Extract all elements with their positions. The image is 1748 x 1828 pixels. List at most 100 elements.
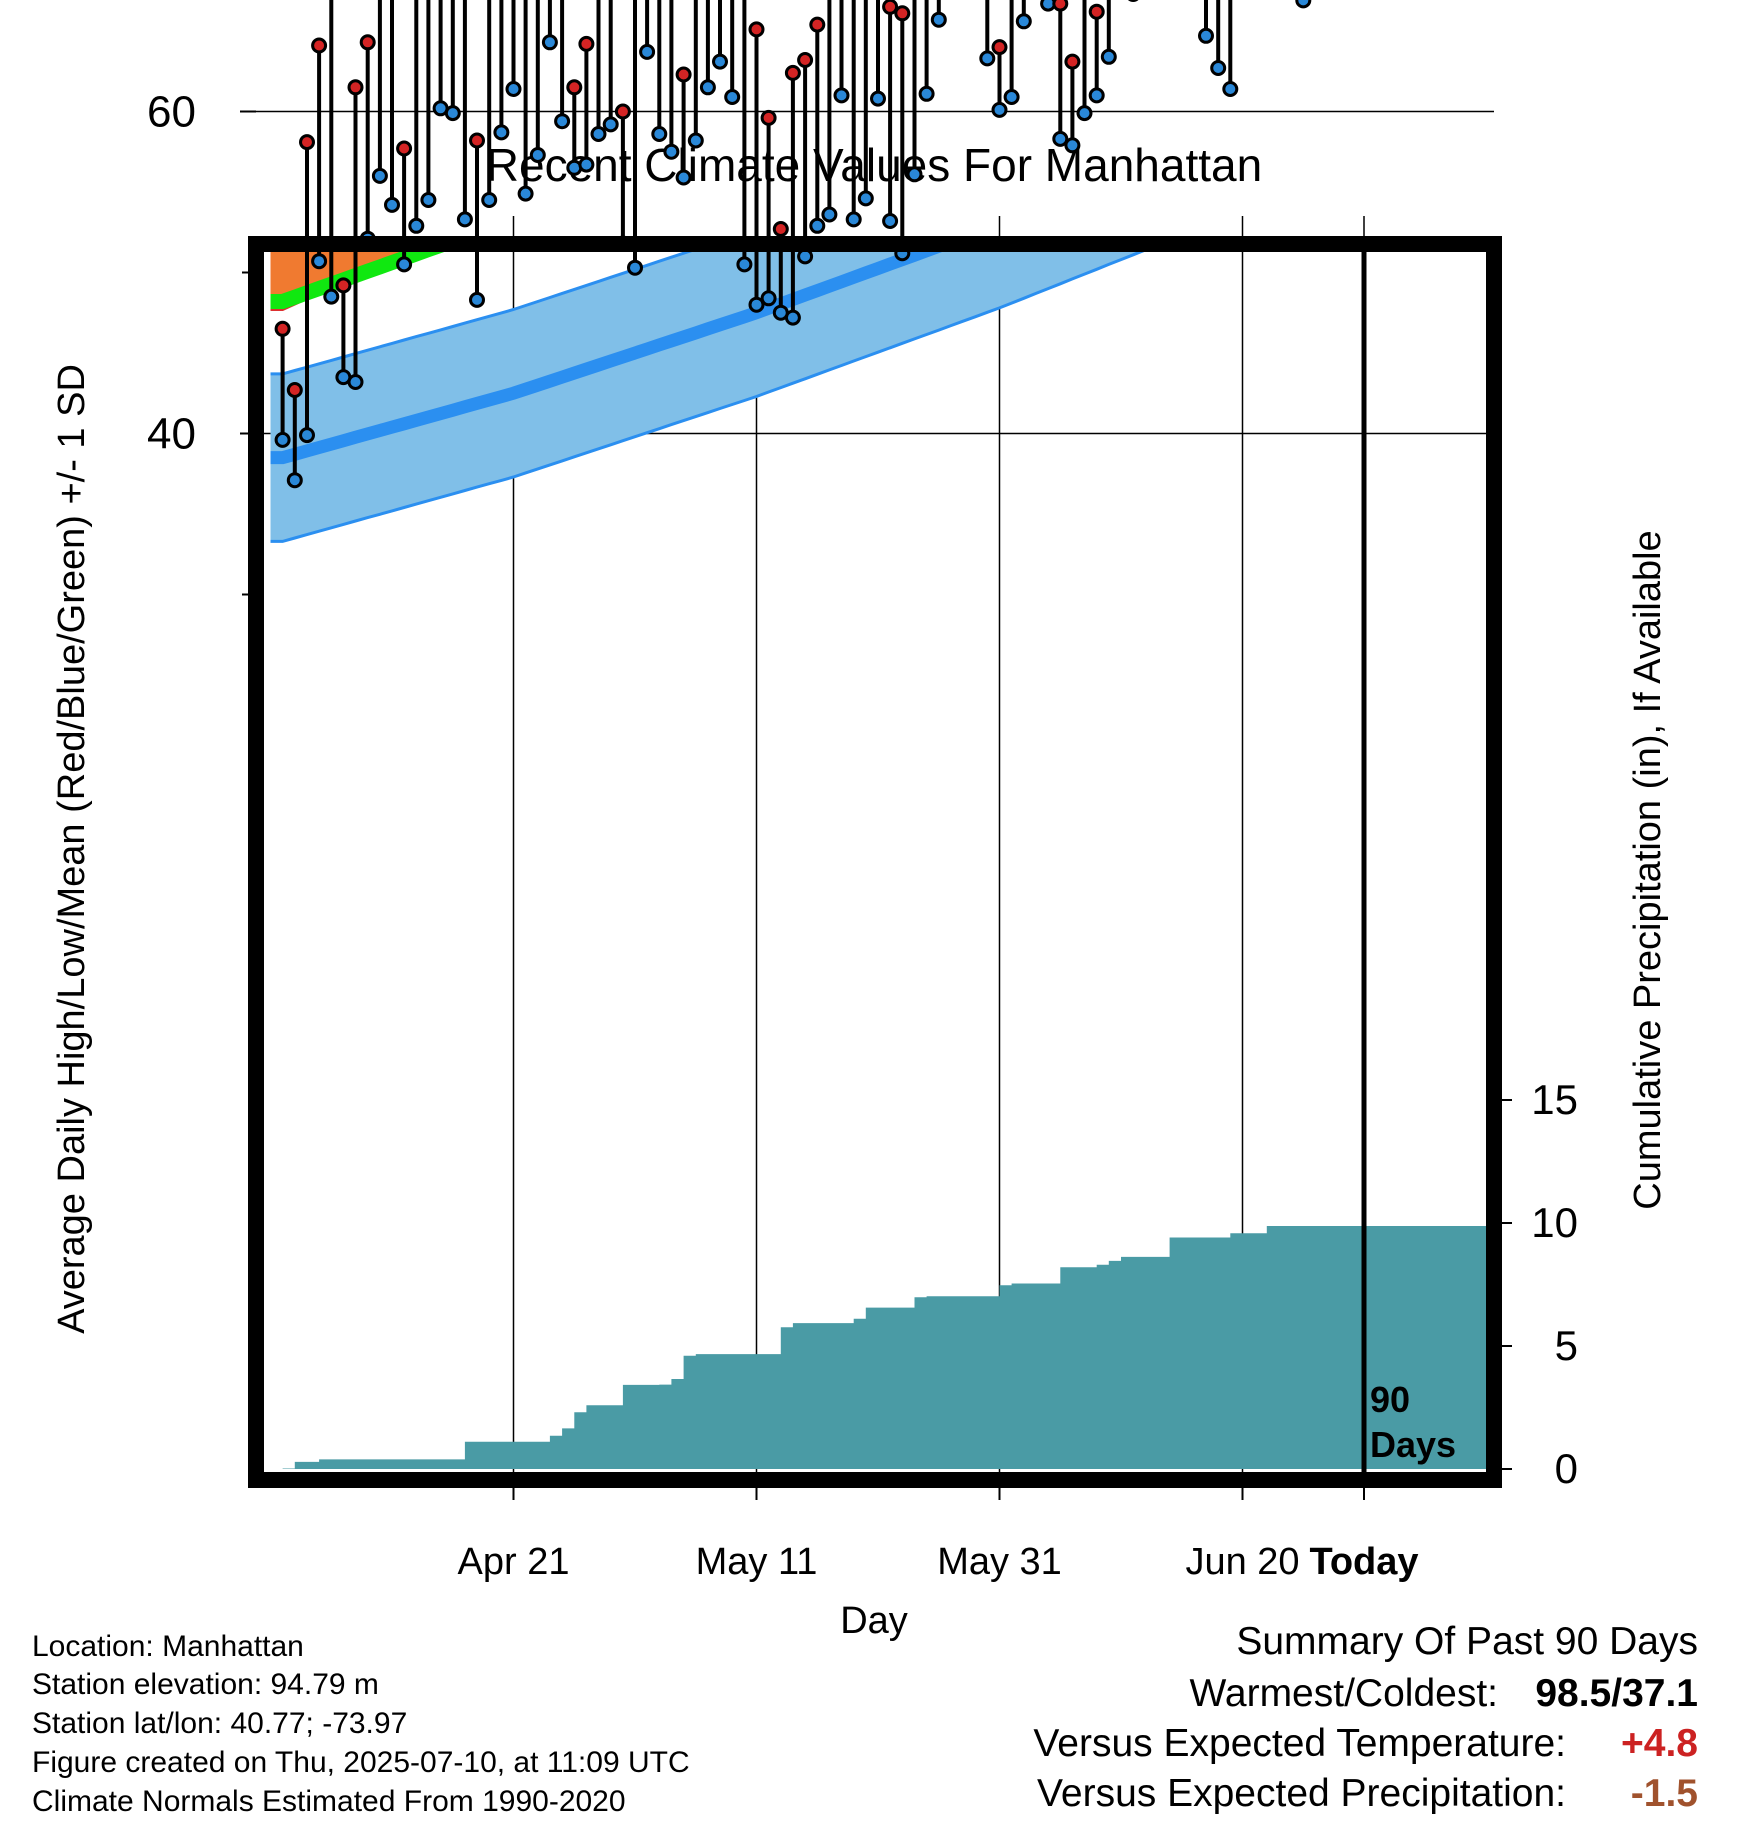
y-right-tick-label: 15 — [1531, 1076, 1578, 1123]
daily-low-point — [347, 374, 364, 390]
daily-high-point — [566, 79, 583, 96]
summary-warm-cold-label: Warmest/Coldest: — [1189, 1672, 1498, 1715]
daily-low-point — [784, 309, 801, 326]
daily-low-point — [748, 296, 765, 313]
daily-high-point — [760, 109, 777, 126]
daily-low-point — [578, 156, 595, 173]
daily-low-point — [906, 166, 923, 183]
daily-low-point — [1088, 87, 1105, 104]
precip-area — [282, 1226, 1487, 1469]
daily-high-point — [1064, 53, 1081, 70]
daily-low-point — [857, 190, 874, 207]
daily-low-point — [1064, 137, 1081, 154]
info-location: Location: Manhattan — [32, 1630, 304, 1663]
daily-low-point — [675, 169, 692, 186]
low-band-upper-edge — [270, 246, 710, 376]
daily-low-point — [845, 211, 862, 228]
daily-low-point — [833, 87, 850, 104]
daily-low-point — [420, 192, 437, 208]
daily-low-point — [1210, 60, 1227, 76]
x-tick-label: May 31 — [937, 1541, 1062, 1583]
chart-title: Recent Climate Values For Manhattan — [486, 139, 1262, 191]
daily-high-point — [335, 277, 352, 294]
daily-low-point — [517, 185, 534, 202]
daily-low-point — [663, 143, 680, 160]
y-right-tick-label: 10 — [1531, 1199, 1578, 1246]
daily-low-point — [384, 196, 400, 213]
daily-low-point — [930, 11, 947, 28]
summary-warm-cold-value: 98.5/37.1 — [1535, 1672, 1698, 1715]
x-tick-label: May 11 — [696, 1541, 818, 1583]
info-elevation: Station elevation: 94.79 m — [32, 1668, 379, 1701]
y-tick-label: 60 — [147, 88, 196, 137]
summary-precip-label: Versus Expected Precipitation: — [1037, 1772, 1566, 1815]
daily-low-point — [311, 253, 328, 270]
daily-low-point — [882, 213, 899, 229]
daily-low-point — [651, 126, 668, 142]
daily-high-point — [894, 5, 911, 22]
daily-low-point — [371, 167, 388, 184]
info-latlon: Station lat/lon: 40.77; -73.97 — [32, 1707, 408, 1740]
daily-low-point — [554, 113, 571, 130]
daily-low-point — [408, 217, 425, 234]
y-right-tick-label: 5 — [1555, 1322, 1578, 1369]
today-days-label: 90 — [1370, 1379, 1410, 1420]
daily-low-point — [396, 256, 413, 273]
low-normal-line — [270, 246, 959, 465]
daily-high-point — [299, 134, 315, 151]
daily-high-point — [359, 34, 376, 51]
daily-low-point — [639, 43, 656, 60]
daily-low-point — [602, 116, 619, 133]
daily-high-point — [675, 66, 692, 83]
info-normals: Climate Normals Estimated From 1990-2020 — [32, 1785, 626, 1818]
daily-low-point — [1222, 81, 1239, 97]
daily-high-point — [748, 21, 765, 38]
daily-high-point — [784, 64, 801, 81]
y-axis-label: Average Daily High/Low/Mean (Red/Blue/Gr… — [51, 364, 93, 1334]
daily-high-point — [311, 37, 328, 54]
daily-high-point — [614, 103, 631, 120]
daily-low-point — [699, 79, 716, 96]
daily-high-point — [396, 140, 413, 157]
summary-title: Summary Of Past 90 Days — [1236, 1620, 1698, 1663]
daily-high-point — [578, 35, 595, 52]
summary-precip-value: -1.5 — [1630, 1772, 1698, 1815]
daily-low-point — [1052, 130, 1069, 147]
info-created: Figure created on Thu, 2025-07-10, at 11… — [32, 1746, 690, 1779]
daily-low-point — [541, 34, 558, 51]
daily-low-point — [1100, 48, 1117, 65]
daily-low-point — [760, 290, 777, 307]
low-band-lower-edge — [270, 246, 1160, 543]
daily-high-point — [882, 0, 899, 15]
summary-temp-value: +4.8 — [1621, 1722, 1698, 1765]
daily-low-point — [1198, 27, 1214, 44]
daily-low-point — [1127, 0, 1139, 2]
daily-high-point — [772, 221, 789, 237]
daily-high-point — [286, 382, 303, 398]
x-axis-label: Day — [840, 1600, 908, 1642]
x-tick-label: Jun 20 — [1185, 1541, 1299, 1583]
today-days-label: Days — [1370, 1424, 1456, 1465]
x-tick-label: Apr 21 — [458, 1541, 570, 1583]
daily-low-point — [809, 217, 826, 234]
daily-low-point — [1003, 89, 1020, 105]
y-axis-right-label: Cumulative Precipitation (in), If Availa… — [1627, 530, 1669, 1209]
daily-high-point — [1052, 0, 1069, 12]
y-right-tick-label: 0 — [1555, 1445, 1578, 1492]
daily-low-point — [1076, 105, 1093, 122]
daily-low-point — [505, 81, 522, 97]
daily-high-point — [809, 16, 826, 33]
daily-low-point — [1295, 0, 1312, 9]
daily-low-point — [724, 89, 741, 105]
daily-low-point — [456, 211, 473, 228]
precip-area-group — [282, 1226, 1487, 1469]
daily-low-point — [493, 124, 510, 141]
daily-high-point — [1088, 3, 1105, 20]
summary-temp-label: Versus Expected Temperature: — [1033, 1722, 1566, 1765]
daily-low-point — [821, 206, 838, 223]
daily-low-point — [274, 431, 291, 448]
daily-low-point — [736, 256, 753, 273]
daily-high-point — [797, 52, 814, 68]
